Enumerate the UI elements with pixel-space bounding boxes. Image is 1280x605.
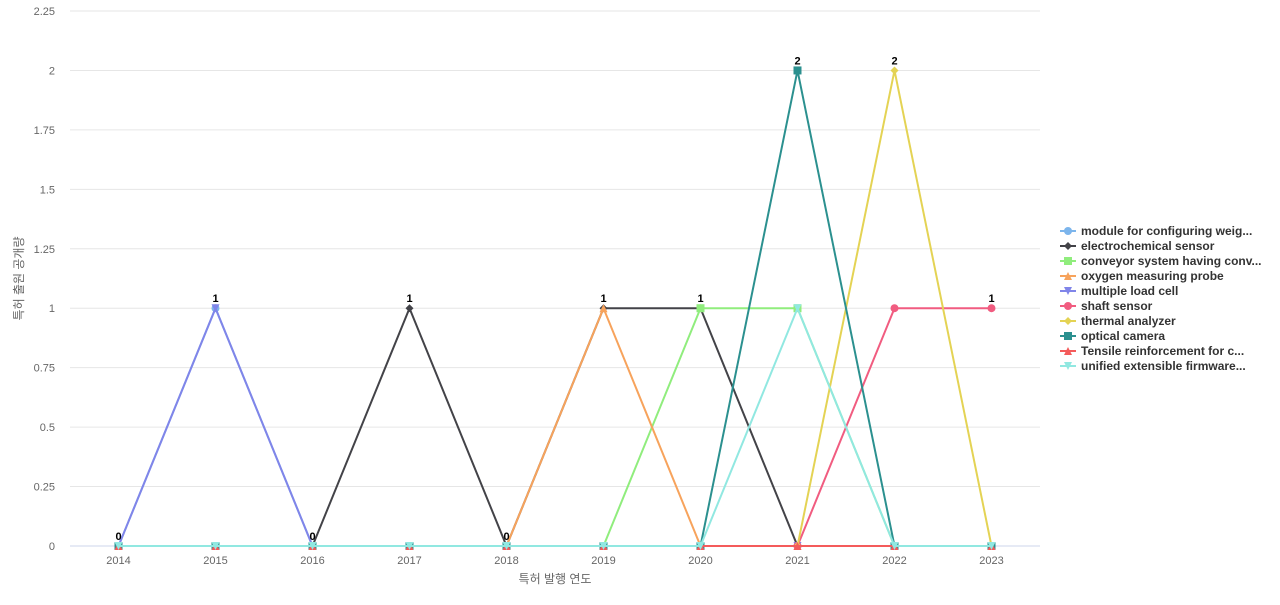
data-label: 1 bbox=[600, 293, 606, 305]
legend-marker bbox=[1064, 242, 1072, 250]
legend-marker bbox=[1064, 317, 1072, 325]
data-point bbox=[405, 542, 414, 550]
data-label: 2 bbox=[794, 55, 800, 67]
legend-marker bbox=[1064, 347, 1072, 355]
data-label: 0 bbox=[115, 531, 121, 543]
data-point bbox=[890, 542, 899, 550]
legend-label: Tensile reinforcement for c... bbox=[1081, 344, 1244, 358]
legend-label: module for configuring weig... bbox=[1081, 224, 1252, 238]
legend-marker bbox=[1064, 272, 1072, 280]
legend-item[interactable]: unified extensible firmware... bbox=[1060, 359, 1246, 373]
legend-label: multiple load cell bbox=[1081, 284, 1178, 298]
data-point bbox=[502, 542, 511, 550]
series-lines bbox=[114, 66, 996, 550]
data-point bbox=[308, 542, 317, 550]
y-axis-title: 특허 출원 공개량 bbox=[12, 237, 26, 321]
data-point bbox=[793, 542, 802, 550]
legend-item[interactable]: thermal analyzer bbox=[1060, 314, 1176, 328]
x-tick-label: 2014 bbox=[106, 555, 130, 567]
x-tick-label: 2015 bbox=[203, 555, 227, 567]
x-tick-label: 2021 bbox=[785, 555, 809, 567]
legend-marker bbox=[1064, 287, 1072, 295]
data-point bbox=[696, 542, 705, 550]
data-label: 0 bbox=[503, 531, 509, 543]
data-label: 2 bbox=[891, 55, 897, 67]
data-point bbox=[599, 542, 608, 550]
legend-item[interactable]: oxygen measuring probe bbox=[1060, 269, 1224, 283]
legend-label: oxygen measuring probe bbox=[1081, 269, 1224, 283]
data-label: 1 bbox=[697, 293, 703, 305]
legend-item[interactable]: shaft sensor bbox=[1060, 299, 1153, 313]
legend-label: electrochemical sensor bbox=[1081, 239, 1215, 253]
data-point bbox=[211, 304, 220, 313]
legend-item[interactable]: module for configuring weig... bbox=[1060, 224, 1252, 238]
data-point bbox=[793, 304, 802, 313]
y-axis-ticks: 0 0.25 0.5 0.75 1 1.25 1.5 1.75 2 2.25 bbox=[34, 6, 55, 553]
data-point bbox=[793, 66, 802, 75]
legend-label: optical camera bbox=[1081, 329, 1165, 343]
data-point bbox=[890, 66, 899, 75]
y-tick-label: 0 bbox=[49, 541, 55, 553]
data-point bbox=[211, 542, 220, 550]
y-tick-label: 1.5 bbox=[40, 184, 55, 196]
legend-item[interactable]: electrochemical sensor bbox=[1060, 239, 1215, 253]
y-tick-label: 0.25 bbox=[34, 482, 55, 494]
data-labels: 0 1 0 1 0 1 1 2 2 1 bbox=[115, 55, 994, 543]
y-tick-label: 2 bbox=[49, 65, 55, 77]
series-line bbox=[117, 307, 993, 547]
legend-item[interactable]: multiple load cell bbox=[1060, 284, 1178, 298]
y-tick-label: 0.75 bbox=[34, 363, 55, 375]
data-point bbox=[696, 304, 705, 313]
legend-marker bbox=[1064, 332, 1072, 340]
legend-marker bbox=[1064, 227, 1072, 235]
x-tick-label: 2020 bbox=[688, 555, 712, 567]
legend-label: conveyor system having conv... bbox=[1081, 254, 1262, 268]
data-point bbox=[890, 304, 899, 313]
x-axis-title: 특허 발행 연도 bbox=[519, 571, 592, 586]
grid-lines bbox=[70, 10, 1040, 488]
x-tick-label: 2016 bbox=[300, 555, 324, 567]
y-tick-label: 2.25 bbox=[34, 6, 55, 18]
legend: module for configuring weig...electroche… bbox=[1060, 224, 1262, 373]
y-tick-label: 1 bbox=[49, 303, 55, 315]
x-tick-label: 2019 bbox=[591, 555, 615, 567]
data-label: 1 bbox=[988, 293, 994, 305]
data-point bbox=[405, 304, 414, 313]
data-point bbox=[599, 304, 608, 313]
y-tick-label: 0.5 bbox=[40, 422, 55, 434]
data-point bbox=[987, 542, 996, 550]
legend-item[interactable]: optical camera bbox=[1060, 329, 1165, 343]
legend-item[interactable]: Tensile reinforcement for c... bbox=[1060, 344, 1244, 358]
x-tick-label: 2023 bbox=[979, 555, 1003, 567]
y-tick-label: 1.25 bbox=[34, 244, 55, 256]
legend-label: thermal analyzer bbox=[1081, 314, 1176, 328]
data-label: 0 bbox=[309, 531, 315, 543]
legend-marker bbox=[1064, 302, 1072, 310]
series-9 bbox=[114, 304, 996, 550]
data-point bbox=[114, 542, 123, 550]
data-label: 1 bbox=[212, 293, 218, 305]
data-point bbox=[987, 304, 996, 313]
legend-item[interactable]: conveyor system having conv... bbox=[1060, 254, 1262, 268]
x-tick-label: 2018 bbox=[494, 555, 518, 567]
x-tick-label: 2022 bbox=[882, 555, 906, 567]
x-axis-ticks: 2014 2015 2016 2017 2018 2019 2020 2021 2022 2023 bbox=[106, 555, 1003, 567]
legend-marker bbox=[1064, 257, 1072, 265]
legend-marker bbox=[1064, 362, 1072, 370]
legend-label: unified extensible firmware... bbox=[1081, 359, 1246, 373]
x-tick-label: 2017 bbox=[397, 555, 421, 567]
data-label: 1 bbox=[406, 293, 412, 305]
legend-label: shaft sensor bbox=[1081, 299, 1153, 313]
y-tick-label: 1.75 bbox=[34, 125, 55, 137]
